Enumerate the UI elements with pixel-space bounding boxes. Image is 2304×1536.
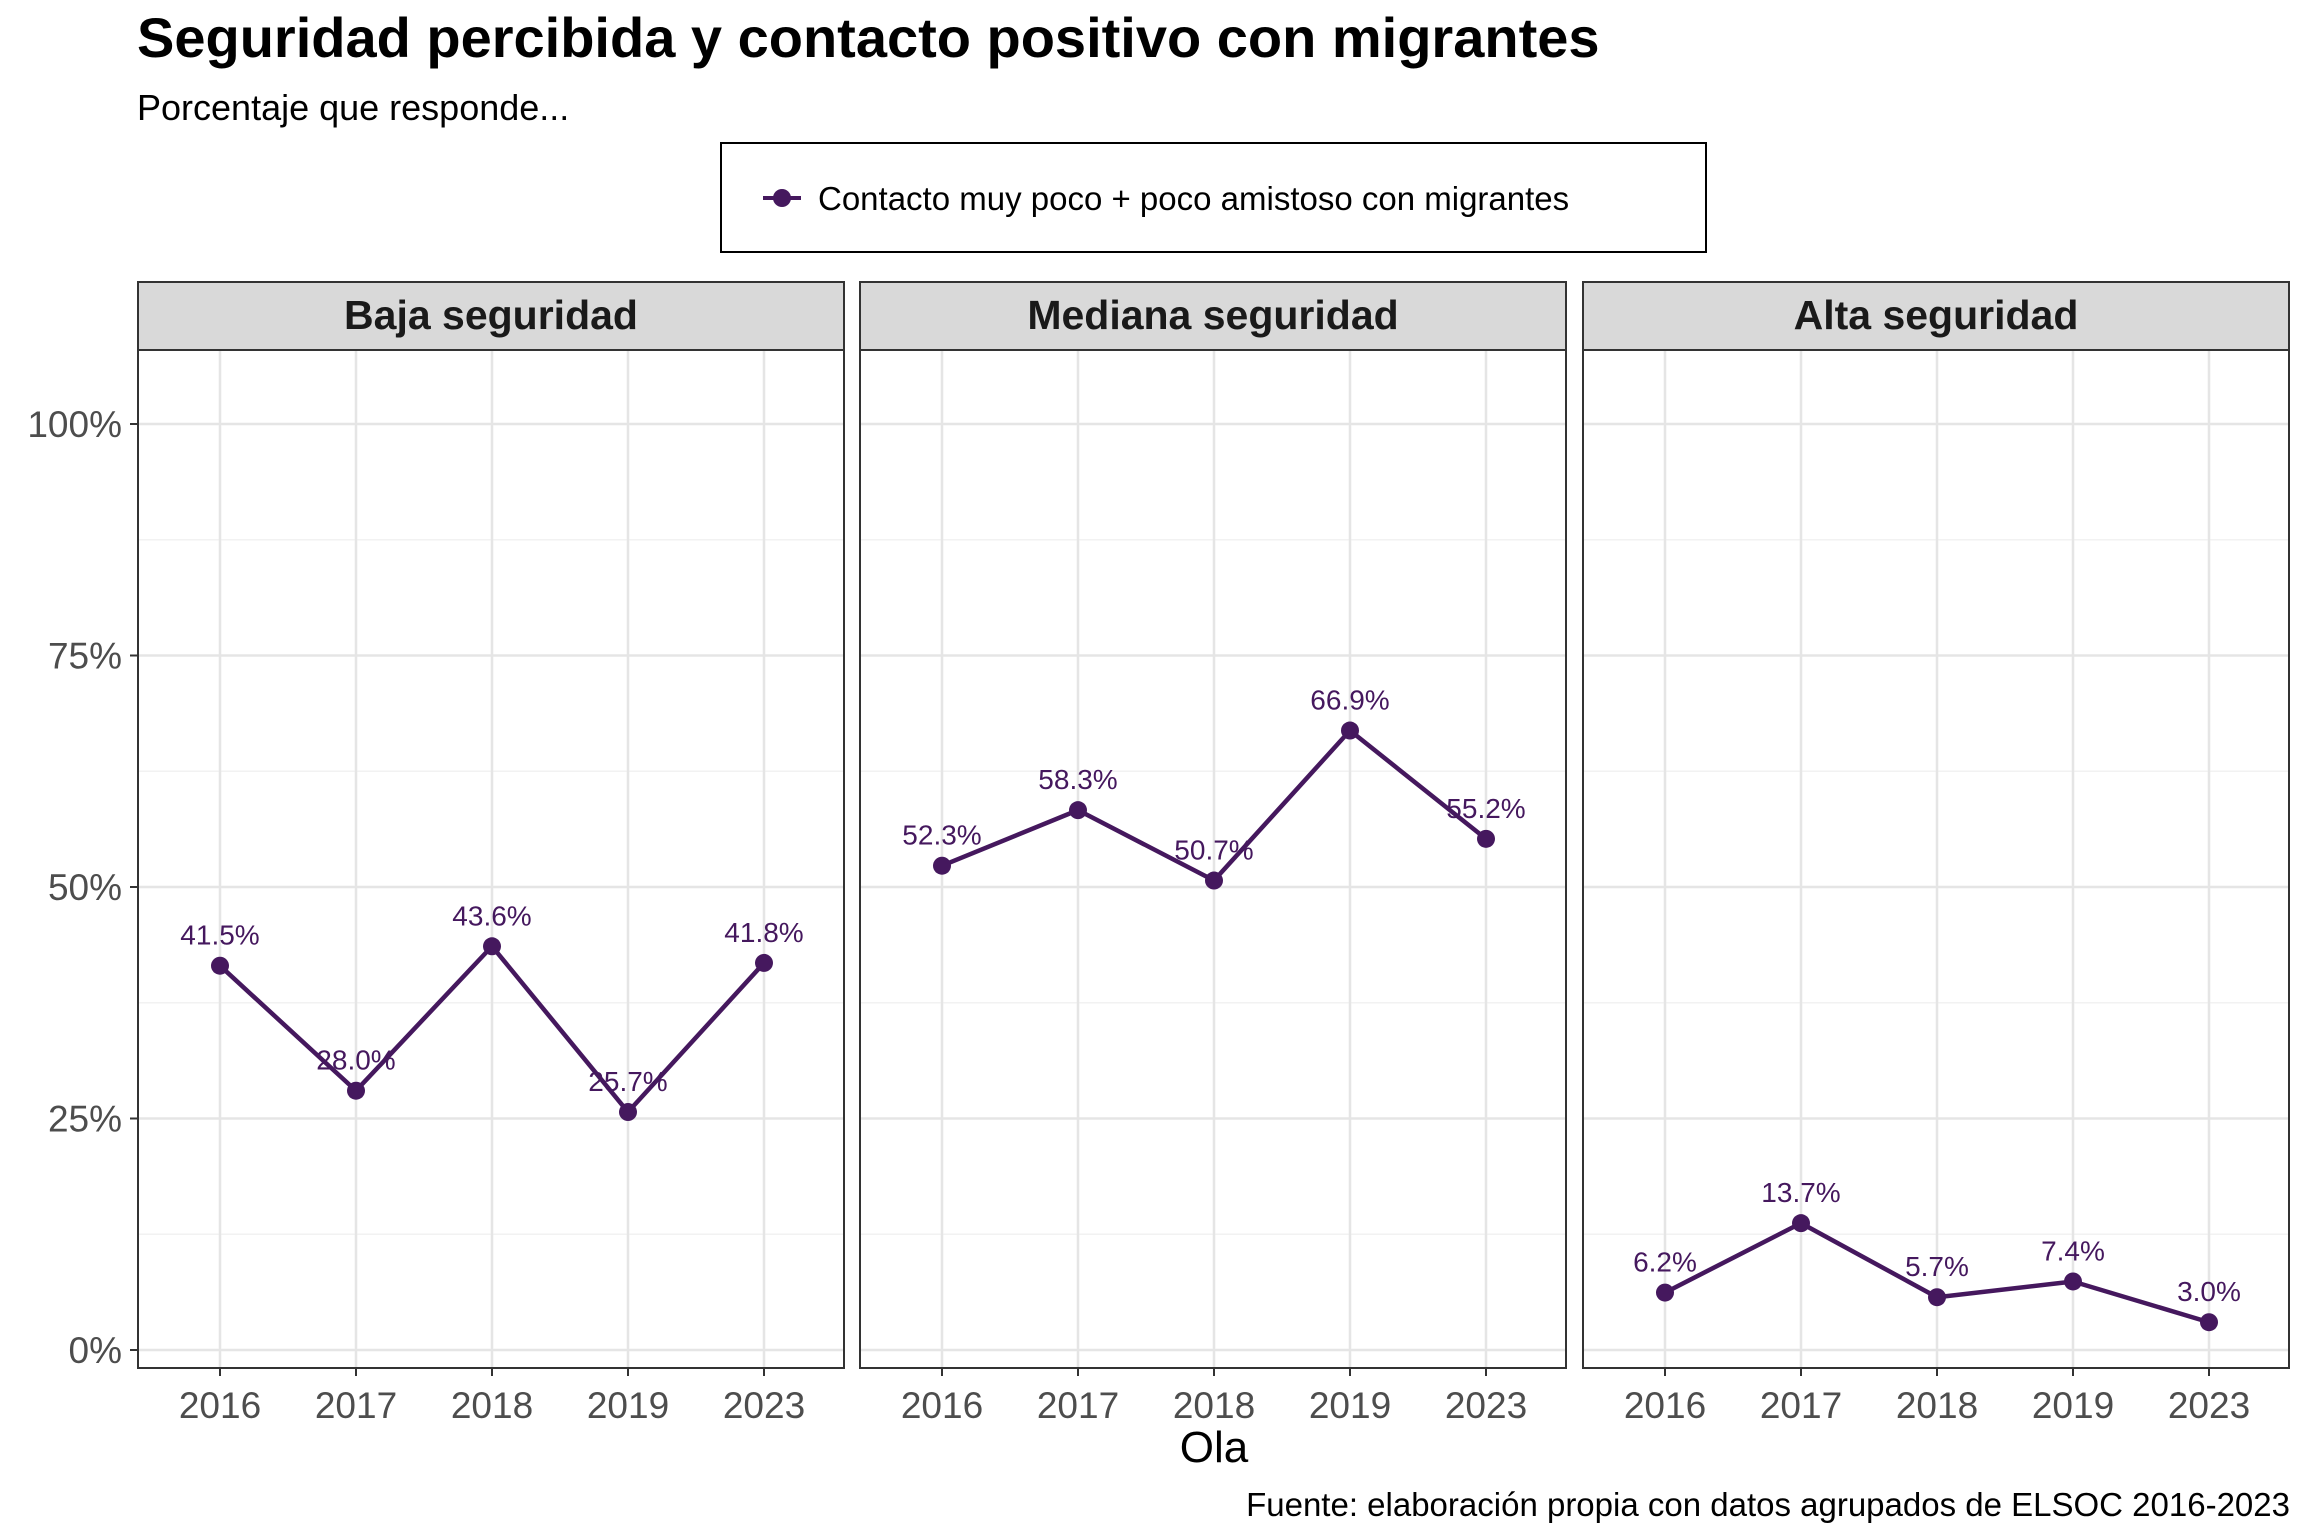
- facet-strip: [137, 281, 845, 351]
- facet-panel: Mediana seguridad 2016 2017 2018 2019 2023 52.…: [859, 281, 1567, 1426]
- data-point: [1928, 1288, 1946, 1307]
- x-tick-label: 2023: [2168, 1385, 2250, 1426]
- x-tick-label: 2019: [2032, 1385, 2114, 1426]
- data-point: [1792, 1214, 1810, 1233]
- data-point: [211, 956, 229, 975]
- facet-strip: [1582, 281, 2290, 351]
- x-tick-label: 2018: [1896, 1385, 1978, 1426]
- x-tick-label: 2023: [1445, 1385, 1527, 1426]
- chart-title: Seguridad percibida y contacto positivo …: [137, 6, 1600, 69]
- data-label: 50.7%: [1174, 835, 1253, 866]
- x-tick-label: 2016: [1624, 1385, 1706, 1426]
- x-tick-label: 2017: [1760, 1385, 1842, 1426]
- y-tick-label: 50%: [48, 867, 122, 908]
- data-point: [933, 856, 951, 875]
- facet-strip: [859, 281, 1567, 351]
- data-label: 3.0%: [2177, 1276, 2241, 1307]
- data-point: [755, 953, 773, 972]
- legend-key-point: [773, 189, 791, 207]
- y-tick-label: 100%: [27, 404, 122, 445]
- x-tick-label: 2016: [901, 1385, 983, 1426]
- x-axis-label: Ola: [1180, 1423, 1249, 1472]
- data-label: 6.2%: [1633, 1247, 1697, 1278]
- data-point: [1205, 871, 1223, 890]
- x-tick-label: 2023: [723, 1385, 805, 1426]
- data-label: 13.7%: [1761, 1177, 1840, 1208]
- data-point: [347, 1081, 365, 1100]
- data-point: [1656, 1283, 1674, 1302]
- data-point: [2064, 1272, 2082, 1291]
- x-tick-label: 2018: [451, 1385, 533, 1426]
- data-label: 55.2%: [1446, 793, 1525, 824]
- legend: Contacto muy poco + poco amistoso con mi…: [720, 142, 1707, 253]
- chart-caption: Fuente: elaboración propia con datos agr…: [1246, 1486, 2290, 1523]
- legend-box: [720, 142, 1707, 253]
- data-point: [2200, 1313, 2218, 1332]
- data-point: [483, 937, 501, 956]
- data-label: 43.6%: [452, 900, 531, 931]
- data-label: 41.5%: [180, 920, 259, 951]
- data-label: 7.4%: [2041, 1235, 2105, 1266]
- x-tick-label: 2017: [1037, 1385, 1119, 1426]
- x-tick-label: 2019: [1309, 1385, 1391, 1426]
- chart-subtitle: Porcentaje que responde...: [137, 87, 569, 128]
- data-label: 66.9%: [1310, 685, 1389, 716]
- data-label: 28.0%: [316, 1045, 395, 1076]
- y-tick-label: 75%: [48, 636, 122, 677]
- y-tick-label: 25%: [48, 1099, 122, 1140]
- facet-strip-label: Baja seguridad: [344, 292, 638, 338]
- data-point: [619, 1103, 637, 1122]
- facet-strip-label: Alta seguridad: [1794, 292, 2079, 338]
- legend-label: Contacto muy poco + poco amistoso con mi…: [818, 180, 1569, 217]
- data-point: [1341, 721, 1359, 740]
- data-point: [1069, 801, 1087, 820]
- x-tick-label: 2019: [587, 1385, 669, 1426]
- data-label: 25.7%: [588, 1066, 667, 1097]
- facet-panel: Baja seguridad 2016 2017 2018 2019 2023 41.5% 2…: [137, 281, 845, 1426]
- facet-strip-label: Mediana seguridad: [1027, 292, 1398, 338]
- data-label: 5.7%: [1905, 1251, 1969, 1282]
- facet-panels: 0% 25% 50% 75% 100% Baja seguridad 2016 2017 201…: [27, 281, 2290, 1426]
- x-tick-label: 2018: [1173, 1385, 1255, 1426]
- data-label: 58.3%: [1038, 764, 1117, 795]
- data-label: 41.8%: [724, 917, 803, 948]
- data-point: [1477, 829, 1495, 848]
- facet-panel: Alta seguridad 2016 2017 2018 2019 2023 6.2% 13…: [1582, 281, 2290, 1426]
- y-tick-label: 0%: [69, 1330, 122, 1371]
- x-tick-label: 2017: [315, 1385, 397, 1426]
- data-label: 52.3%: [902, 820, 981, 851]
- x-tick-label: 2016: [179, 1385, 261, 1426]
